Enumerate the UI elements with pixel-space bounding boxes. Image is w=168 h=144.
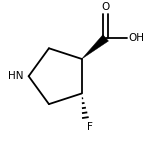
Text: F: F — [87, 122, 92, 132]
Text: HN: HN — [8, 71, 24, 81]
Text: OH: OH — [128, 33, 144, 43]
Text: O: O — [101, 2, 110, 12]
Polygon shape — [82, 35, 109, 59]
